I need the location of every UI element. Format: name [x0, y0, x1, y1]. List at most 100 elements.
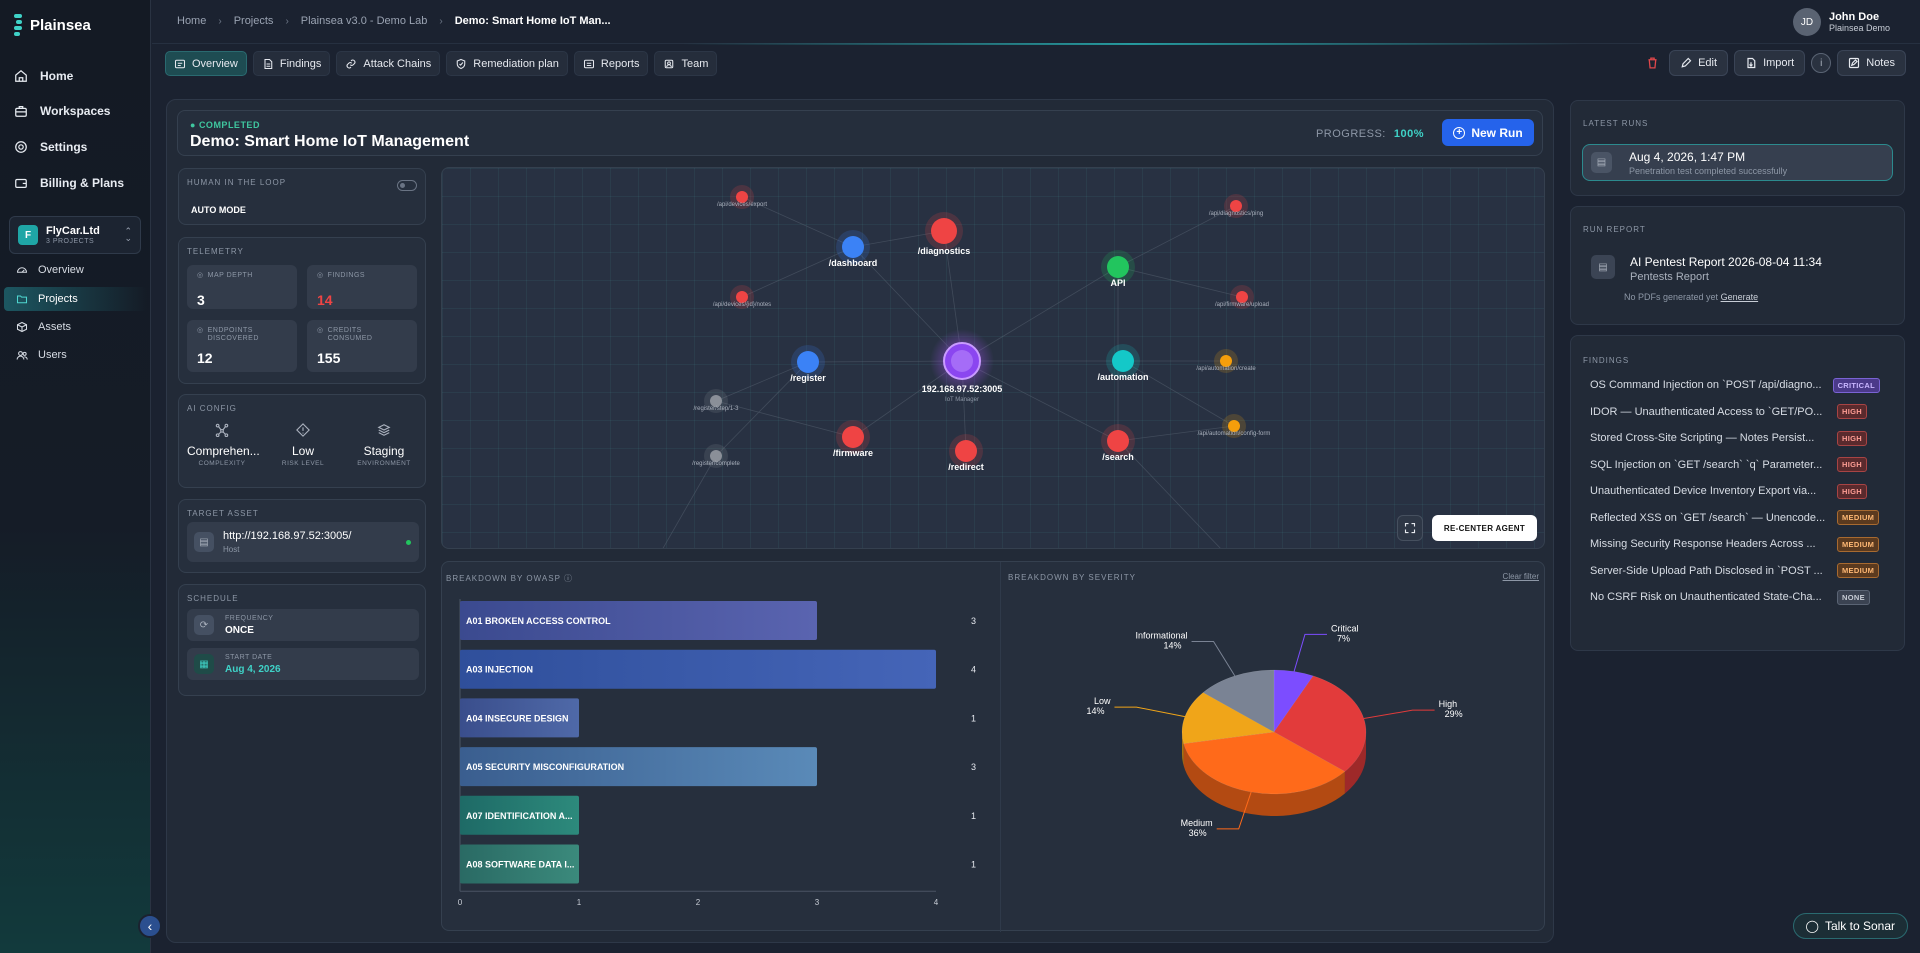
layers-icon [377, 424, 391, 436]
frequency-value: ONCE [225, 625, 254, 636]
sonar-label: Talk to Sonar [1824, 919, 1895, 933]
subnav-assets[interactable]: Assets [4, 315, 147, 339]
recenter-agent-button[interactable]: RE-CENTER AGENT [1431, 515, 1537, 541]
owasp-bar[interactable] [460, 795, 579, 835]
graph-node[interactable]: /api/devices/{id}/notes [713, 285, 771, 309]
subnav-overview[interactable]: Overview [4, 258, 147, 282]
nav-workspaces[interactable]: Workspaces [14, 101, 110, 121]
edit-button[interactable]: Edit [1669, 50, 1729, 76]
x-tick-label: 2 [696, 898, 701, 907]
finding-title: OS Command Injection on `POST /api/diagn… [1590, 379, 1822, 391]
owasp-bar[interactable] [460, 844, 579, 884]
center-node[interactable]: 192.168.97.52:3005 IoT Manager [922, 329, 1003, 403]
nav-home[interactable]: Home [14, 66, 73, 86]
subnav-projects[interactable]: Projects [4, 287, 147, 311]
tab-reports-label: Reports [600, 57, 640, 70]
owasp-bar[interactable] [460, 747, 817, 787]
findings-title: FINDINGS [1583, 356, 1630, 365]
owasp-bar[interactable] [460, 698, 579, 738]
finding-row[interactable]: Missing Security Response Headers Across… [1590, 536, 1880, 552]
finding-row[interactable]: OS Command Injection on `POST /api/diagn… [1590, 377, 1880, 393]
graph-canvas[interactable]: /dashboard/diagnostics API/register/autom… [442, 168, 1545, 549]
nav-settings[interactable]: Settings [14, 137, 87, 157]
finding-row[interactable]: Stored Cross-Site Scripting — Notes Pers… [1590, 430, 1880, 446]
tab-attack-chains[interactable]: Attack Chains [336, 51, 441, 76]
graph-node[interactable]: /redirect [948, 434, 984, 472]
attack-surface-graph[interactable]: /dashboard/diagnostics API/register/autom… [441, 167, 1545, 549]
import-button[interactable]: Import [1734, 50, 1806, 76]
user-org: Plainsea Demo [1828, 23, 1890, 33]
tab-remediation-plan[interactable]: Remediation plan [446, 51, 568, 76]
fullscreen-button[interactable] [1397, 515, 1423, 541]
schedule-card: SCHEDULE ⟳ FREQUENCY ONCE ▦ START DATE A… [178, 584, 426, 696]
info-button[interactable]: i [1811, 53, 1832, 73]
graph-node[interactable]: /api/automation/create [1196, 349, 1256, 373]
graph-node[interactable]: /api/firmware/upload [1215, 285, 1269, 309]
graph-node[interactable]: /api/automation/config-form [1198, 414, 1271, 438]
node-label: /search [1102, 452, 1134, 462]
node-dot [842, 236, 864, 258]
finding-row[interactable]: Unauthenticated Device Inventory Export … [1590, 483, 1880, 499]
graph-node[interactable]: /dashboard [829, 230, 878, 268]
new-run-button[interactable]: + New Run [1442, 119, 1534, 146]
target-asset-row[interactable]: ▤ http://192.168.97.52:3005/ Host [187, 522, 419, 562]
pie-slice-side [1344, 732, 1366, 794]
finding-row[interactable]: Reflected XSS on `GET /search` — Unencod… [1590, 510, 1880, 525]
crumb-workspace[interactable]: Plainsea v3.0 - Demo Lab [300, 15, 428, 27]
node-label: /diagnostics [918, 246, 971, 256]
report-document-icon: ▤ [1591, 255, 1615, 279]
report-sub: Pentests Report [1630, 271, 1709, 283]
crumb-home[interactable]: Home [177, 15, 207, 27]
finding-row[interactable]: IDOR — Unauthenticated Access to `GET/PO… [1590, 404, 1880, 419]
nav-billing[interactable]: Billing & Plans [14, 173, 124, 193]
pie-label-name: High [1439, 699, 1458, 709]
graph-node[interactable]: /api/diagnostics/ping [1209, 194, 1263, 218]
clear-filter-link[interactable]: Clear filter [1502, 572, 1539, 581]
tab-overview[interactable]: Overview [165, 51, 247, 76]
node-dot [736, 191, 748, 203]
org-switcher[interactable]: F FlyCar.Ltd 3 PROJECTS ⌃ ⌄ [9, 216, 141, 254]
graph-node[interactable]: /api/devices/export [717, 185, 767, 209]
subnav-users[interactable]: Users [4, 343, 147, 367]
graph-node[interactable]: /register [790, 345, 826, 383]
finding-row[interactable]: Server-Side Upload Path Disclosed in `PO… [1590, 563, 1880, 578]
user-menu[interactable]: JD John Doe Plainsea Demo [1792, 8, 1890, 36]
tab-findings[interactable]: Findings [252, 51, 331, 76]
tab-team[interactable]: Team [654, 51, 718, 76]
generate-link[interactable]: Generate [1720, 292, 1759, 302]
graph-node[interactable]: API [1101, 250, 1135, 288]
finding-row[interactable]: No CSRF Risk on Unauthenticated State-Ch… [1590, 589, 1880, 605]
users-icon [16, 351, 28, 360]
import-label: Import [1763, 57, 1795, 69]
graph-node[interactable]: /search [1101, 424, 1135, 462]
graph-node[interactable]: /automation [1098, 344, 1149, 382]
pie-slice[interactable] [1273, 675, 1367, 772]
node-label: /api/automation/config-form [1198, 431, 1271, 437]
breadcrumb: Home › Projects › Plainsea v3.0 - Demo L… [177, 15, 611, 27]
finding-title: Server-Side Upload Path Disclosed in `PO… [1590, 564, 1823, 577]
severity-badge: HIGH [1837, 457, 1867, 472]
edit-label: Edit [1698, 57, 1718, 69]
graph-node[interactable]: /firmware [833, 420, 873, 458]
finding-title: Unauthenticated Device Inventory Export … [1590, 485, 1817, 497]
report-title[interactable]: AI Pentest Report 2026-08-04 11:34 [1630, 255, 1822, 269]
finding-row[interactable]: SQL Injection on `GET /search` `q` Param… [1590, 457, 1880, 472]
pie-slice[interactable] [1183, 731, 1346, 795]
pie-slice[interactable] [1202, 669, 1275, 733]
delete-button[interactable] [1641, 50, 1663, 76]
notes-button[interactable]: Notes [1837, 50, 1906, 76]
graph-node[interactable]: /register/complete [692, 444, 741, 468]
tab-reports[interactable]: Reports [573, 51, 649, 76]
talk-to-sonar-button[interactable]: ◯ Talk to Sonar [1792, 913, 1908, 939]
owasp-bar[interactable] [460, 601, 817, 640]
sidebar-collapse-button[interactable]: ‹ [138, 914, 162, 938]
info-icon: i [1820, 57, 1823, 69]
pie-slice[interactable] [1181, 692, 1275, 744]
graph-node[interactable]: /diagnostics [918, 212, 971, 256]
owasp-bar[interactable] [460, 649, 936, 689]
crumb-projects[interactable]: Projects [233, 15, 274, 27]
app-logo[interactable]: Plainsea [14, 14, 91, 36]
hitl-toggle[interactable] [397, 180, 417, 191]
graph-node[interactable]: /register/step/1-3 [693, 389, 739, 413]
run-item[interactable]: ▤ Aug 4, 2026, 1:47 PM Penetration test … [1582, 144, 1893, 181]
